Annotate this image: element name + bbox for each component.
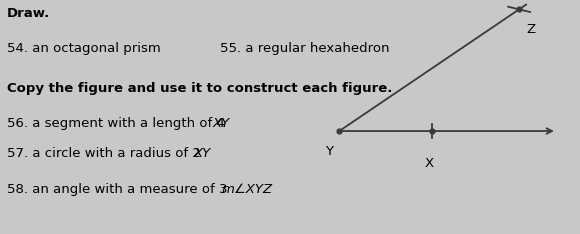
Text: 55. a regular hexahedron: 55. a regular hexahedron [220,42,390,55]
Text: X: X [425,157,434,170]
Text: Copy the figure and use it to construct each figure.: Copy the figure and use it to construct … [7,82,392,95]
Point [514,7,524,11]
Text: Y: Y [325,145,333,158]
Text: m∠XYZ: m∠XYZ [222,183,273,196]
Point [335,129,344,133]
Text: 57. a circle with a radius of 2: 57. a circle with a radius of 2 [7,147,201,161]
Text: 54. an octagonal prism: 54. an octagonal prism [7,42,161,55]
Text: Draw.: Draw. [7,7,50,20]
Text: 58. an angle with a measure of 3: 58. an angle with a measure of 3 [7,183,227,196]
Text: XY: XY [212,117,230,130]
Text: 56. a segment with a length of 4: 56. a segment with a length of 4 [7,117,225,130]
Point [427,129,437,133]
Text: Z: Z [527,23,536,37]
Text: XY: XY [194,147,211,161]
